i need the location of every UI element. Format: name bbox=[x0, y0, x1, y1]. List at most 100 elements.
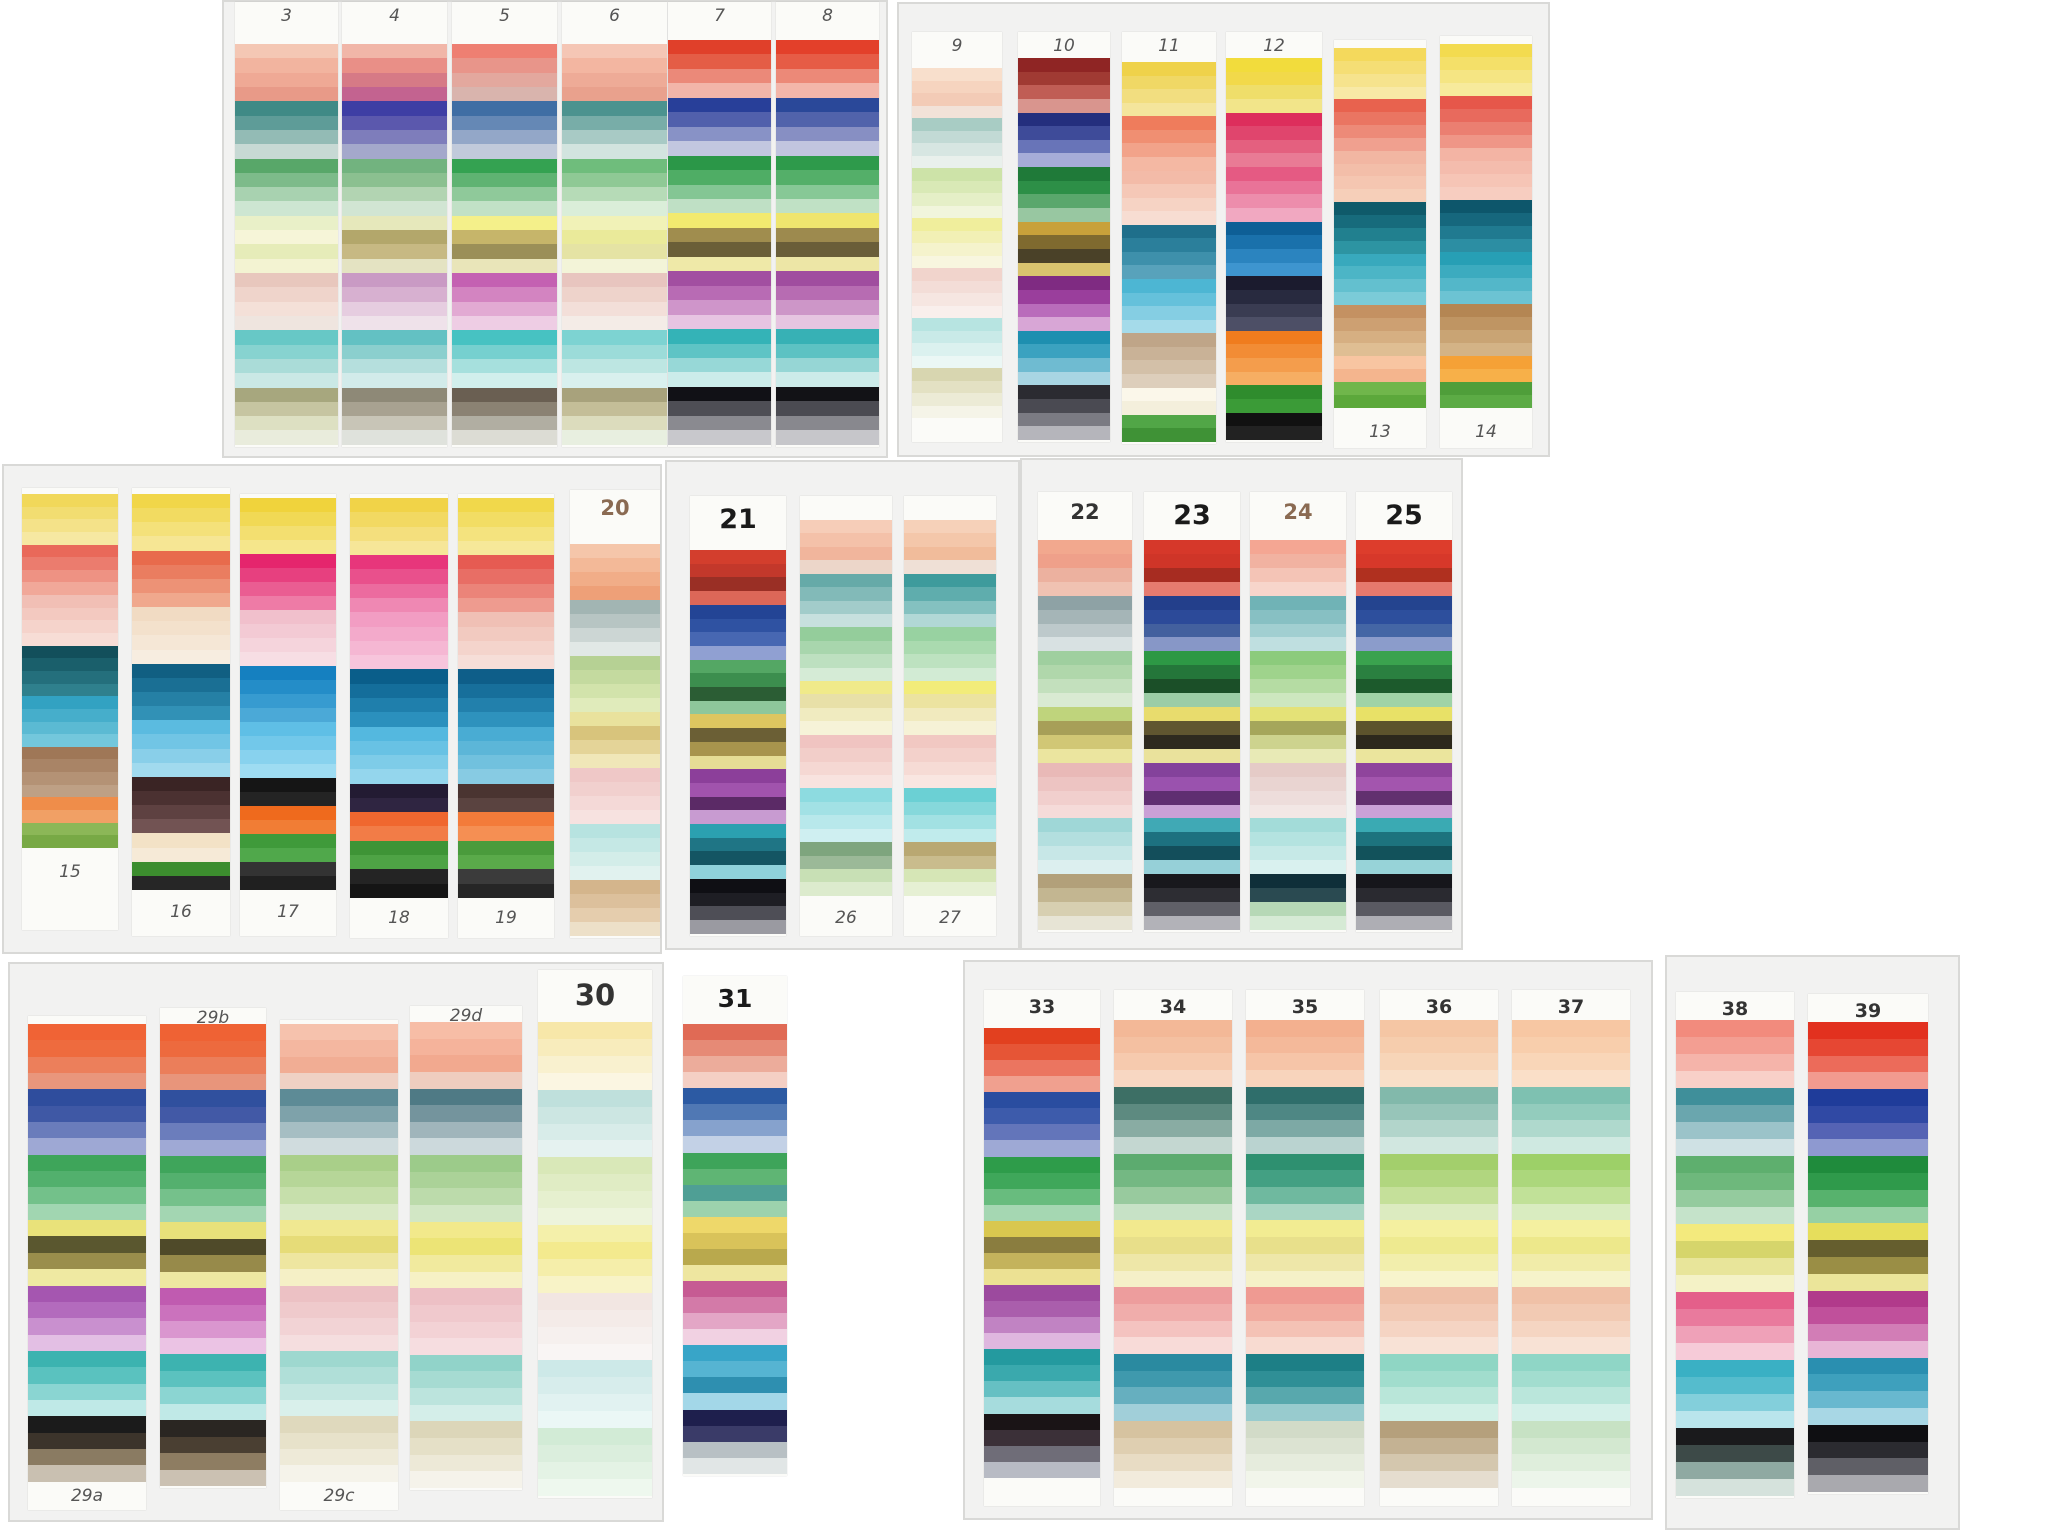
color-band bbox=[776, 170, 879, 185]
color-band bbox=[1018, 180, 1110, 195]
color-band bbox=[132, 508, 230, 523]
color-band bbox=[1122, 89, 1216, 103]
color-band bbox=[683, 1072, 787, 1089]
color-band bbox=[1356, 623, 1452, 638]
color-band bbox=[1122, 401, 1216, 415]
color-band bbox=[912, 130, 1002, 143]
color-band bbox=[668, 54, 771, 69]
color-band bbox=[1144, 553, 1240, 568]
color-band bbox=[562, 201, 667, 216]
color-band bbox=[28, 1252, 146, 1270]
color-band bbox=[690, 632, 786, 646]
color-band bbox=[1122, 129, 1216, 144]
color-band bbox=[1144, 818, 1240, 833]
color-band bbox=[904, 734, 996, 749]
color-band bbox=[1144, 609, 1240, 624]
color-band bbox=[984, 1220, 1100, 1237]
color-band bbox=[235, 144, 338, 159]
color-band bbox=[1018, 399, 1110, 413]
color-band bbox=[683, 1377, 787, 1394]
color-band bbox=[1250, 609, 1346, 624]
color-band bbox=[1334, 381, 1426, 395]
color-band bbox=[1512, 1337, 1630, 1355]
strip-label: 19 bbox=[495, 908, 517, 928]
color-band bbox=[452, 301, 557, 316]
color-band bbox=[1334, 137, 1426, 151]
color-band bbox=[1226, 248, 1322, 263]
color-band bbox=[1512, 1053, 1630, 1071]
color-band bbox=[904, 573, 996, 588]
color-band bbox=[570, 586, 660, 600]
color-band bbox=[280, 1318, 398, 1335]
color-band bbox=[1038, 748, 1132, 763]
color-band bbox=[160, 1139, 266, 1156]
strip-label: 39 bbox=[1854, 1000, 1882, 1022]
color-band bbox=[1246, 1404, 1364, 1421]
color-band bbox=[235, 129, 338, 145]
color-band bbox=[22, 544, 118, 558]
color-band bbox=[452, 344, 557, 359]
color-band bbox=[562, 172, 667, 188]
color-band bbox=[240, 778, 336, 792]
color-band bbox=[1676, 1054, 1794, 1071]
color-band bbox=[1334, 292, 1426, 305]
color-band bbox=[1676, 1479, 1794, 1496]
color-band bbox=[690, 700, 786, 715]
color-band bbox=[776, 54, 879, 69]
color-band bbox=[683, 1441, 787, 1458]
color-band bbox=[1144, 888, 1240, 902]
color-band bbox=[668, 256, 771, 272]
color-band bbox=[350, 855, 448, 870]
swatch-strip: 19 bbox=[458, 494, 554, 938]
color-band bbox=[1512, 1170, 1630, 1188]
strip-label: 11 bbox=[1158, 36, 1180, 56]
color-band bbox=[570, 880, 660, 894]
color-band bbox=[240, 876, 336, 890]
color-band bbox=[132, 833, 230, 848]
color-band bbox=[776, 184, 879, 199]
swatch-strip: 7 bbox=[668, 2, 771, 447]
color-band bbox=[1380, 1470, 1498, 1488]
color-band bbox=[1512, 1320, 1630, 1338]
color-band bbox=[280, 1399, 398, 1417]
color-band bbox=[562, 72, 667, 87]
color-band bbox=[1356, 637, 1452, 652]
color-band bbox=[668, 357, 771, 373]
color-band bbox=[984, 1060, 1100, 1077]
color-band bbox=[1250, 581, 1346, 596]
color-band bbox=[1808, 1038, 1928, 1056]
color-band bbox=[912, 155, 1002, 168]
color-band bbox=[1380, 1337, 1498, 1355]
color-band bbox=[452, 330, 557, 345]
color-band bbox=[1038, 888, 1132, 902]
color-band bbox=[776, 343, 879, 358]
color-band bbox=[1038, 637, 1132, 652]
color-band bbox=[1018, 139, 1110, 154]
color-band bbox=[280, 1269, 398, 1286]
color-band bbox=[538, 1377, 652, 1395]
color-band bbox=[1676, 1190, 1794, 1207]
color-band bbox=[1512, 1153, 1630, 1171]
color-band bbox=[160, 1420, 266, 1437]
color-band bbox=[984, 1044, 1100, 1061]
color-band bbox=[1038, 651, 1132, 666]
color-band bbox=[690, 769, 786, 783]
color-band bbox=[1250, 693, 1346, 708]
color-band bbox=[452, 430, 557, 445]
color-band bbox=[28, 1367, 146, 1384]
color-band bbox=[570, 656, 660, 670]
color-band bbox=[1226, 317, 1322, 331]
color-band bbox=[160, 1288, 266, 1305]
strip-label: 29d bbox=[449, 1006, 483, 1026]
color-band bbox=[1114, 1053, 1232, 1071]
color-band bbox=[342, 144, 447, 159]
swatch-strip: 11 bbox=[1122, 32, 1216, 444]
color-band bbox=[410, 1454, 522, 1472]
color-band bbox=[342, 158, 447, 173]
color-band bbox=[28, 1285, 146, 1302]
swatch-strip: 27 bbox=[904, 496, 996, 936]
color-band bbox=[683, 1248, 787, 1265]
color-band bbox=[1250, 762, 1346, 777]
color-band bbox=[1676, 1071, 1794, 1088]
color-band bbox=[776, 126, 879, 142]
